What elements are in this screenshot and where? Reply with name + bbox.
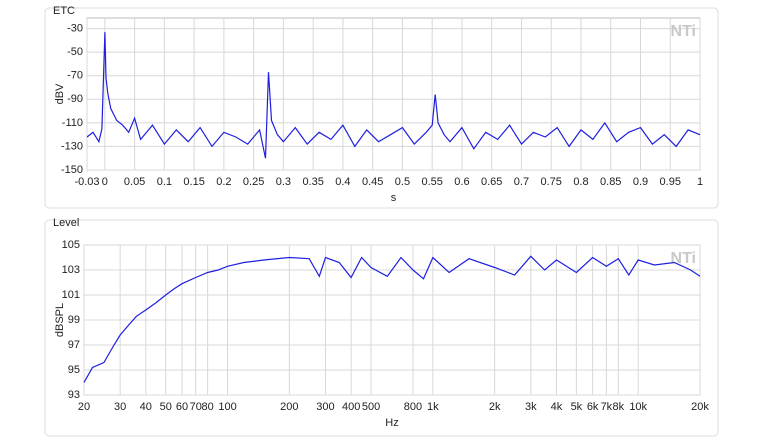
- y-tick-label: 105: [62, 239, 80, 251]
- x-tick-label: 10k: [629, 401, 647, 413]
- x-tick-label: 0.55: [421, 176, 442, 188]
- x-tick-label: 0.45: [362, 176, 383, 188]
- x-tick-label: 0.5: [395, 176, 410, 188]
- x-tick-label: -0.03: [74, 176, 99, 188]
- x-tick-label: 800: [404, 401, 422, 413]
- y-tick-label: -150: [61, 164, 83, 176]
- y-tick-label: 93: [68, 389, 80, 401]
- x-tick-label: 0.25: [243, 176, 264, 188]
- x-tick-label: 0.75: [541, 176, 562, 188]
- x-tick-label: 100: [218, 401, 236, 413]
- x-tick-label: 0.05: [124, 176, 145, 188]
- x-tick-label: 500: [362, 401, 380, 413]
- x-tick-label: 70: [190, 401, 202, 413]
- y-tick-label: -90: [67, 93, 83, 105]
- x-tick-label: 300: [316, 401, 334, 413]
- x-tick-label: 0: [102, 176, 108, 188]
- chart-title: ETC: [53, 5, 75, 17]
- x-tick-label: 0.95: [660, 176, 681, 188]
- x-tick-label: 200: [280, 401, 298, 413]
- x-tick-label: 400: [342, 401, 360, 413]
- x-tick-label: 3k: [525, 401, 537, 413]
- x-tick-label: 0.9: [633, 176, 648, 188]
- y-axis-label: dBV: [54, 83, 66, 104]
- y-tick-label: -70: [67, 70, 83, 82]
- x-tick-label: 20k: [691, 401, 709, 413]
- x-tick-label: 0.4: [335, 176, 350, 188]
- y-tick-label: -50: [67, 46, 83, 58]
- x-tick-label: 1k: [427, 401, 439, 413]
- y-axis-label: dBSPL: [54, 303, 66, 337]
- x-tick-label: 30: [114, 401, 126, 413]
- x-tick-label: 0.7: [514, 176, 529, 188]
- x-tick-label: 0.1: [157, 176, 172, 188]
- x-tick-label: 40: [140, 401, 152, 413]
- x-tick-label: 0.2: [216, 176, 231, 188]
- x-tick-label: 0.35: [302, 176, 323, 188]
- x-tick-label: 0.15: [183, 176, 204, 188]
- plot-area: [86, 17, 701, 171]
- x-tick-label: 80: [201, 401, 213, 413]
- x-tick-label: 0.3: [276, 176, 291, 188]
- line: [86, 32, 701, 159]
- x-tick-label: 50: [160, 401, 172, 413]
- x-tick-label: 60: [176, 401, 188, 413]
- x-tick-label: 6k: [587, 401, 599, 413]
- y-tick-label: 103: [62, 264, 80, 276]
- y-tick-label: 97: [68, 339, 80, 351]
- x-tick-label: 4k: [551, 401, 563, 413]
- x-tick-label: 1: [697, 176, 703, 188]
- x-tick-label: 0.85: [600, 176, 621, 188]
- x-tick-label: 0.65: [481, 176, 502, 188]
- x-axis-label: Hz: [385, 417, 398, 429]
- x-tick-label: 8k: [612, 401, 624, 413]
- y-tick-label: -30: [67, 23, 83, 35]
- x-tick-label: 2k: [489, 401, 501, 413]
- y-tick-label: 95: [68, 364, 80, 376]
- x-tick-label: 0.6: [454, 176, 469, 188]
- y-tick-label: 99: [68, 314, 80, 326]
- x-axis-label: s: [391, 192, 397, 204]
- chart-title: Level: [53, 217, 79, 229]
- watermark: NTi: [671, 250, 696, 267]
- y-tick-label: -130: [61, 140, 83, 152]
- watermark: NTi: [671, 23, 696, 40]
- x-tick-label: 20: [78, 401, 90, 413]
- y-tick-label: 101: [62, 289, 80, 301]
- x-tick-label: 5k: [571, 401, 583, 413]
- y-tick-label: -110: [62, 117, 83, 129]
- line: [83, 255, 701, 383]
- x-tick-label: 7k: [601, 401, 613, 413]
- x-tick-label: 0.8: [573, 176, 588, 188]
